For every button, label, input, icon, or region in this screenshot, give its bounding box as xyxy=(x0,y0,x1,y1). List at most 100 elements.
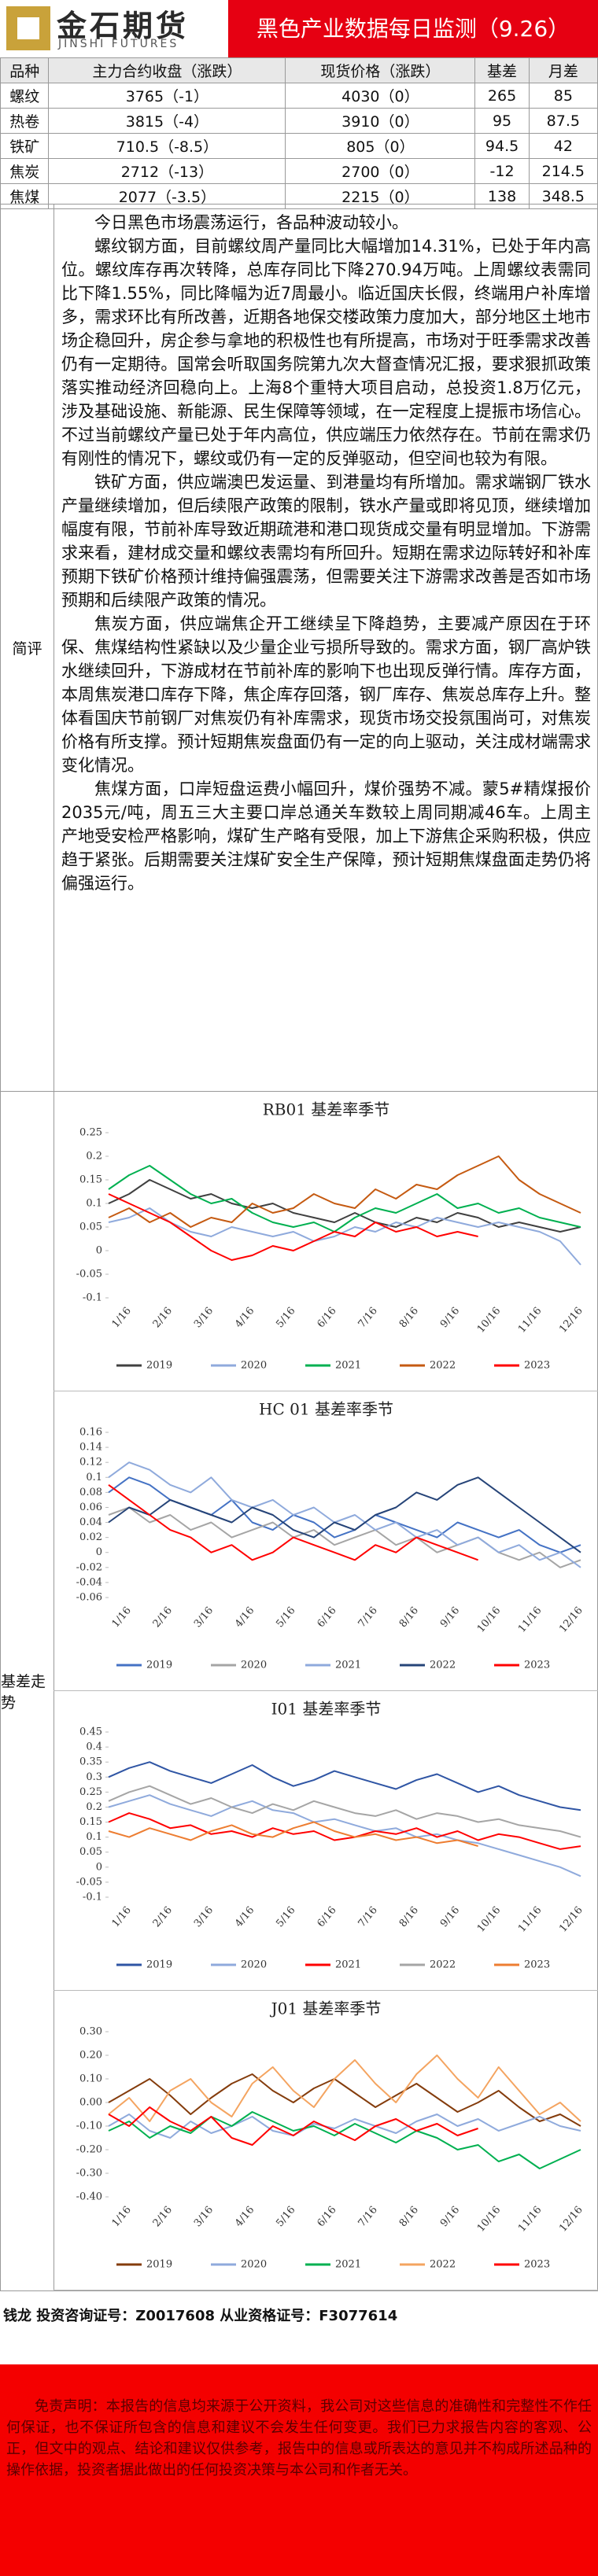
chart-title: HC 01 基差率季节 xyxy=(259,1400,393,1419)
table-row: 热卷 3815（-4） 3910（0） 95 87.5 xyxy=(0,108,598,134)
x-tick-label: 12/16 xyxy=(557,2204,585,2234)
paragraph: 今日黑色市场震荡运行，各品种波动较小。 xyxy=(94,213,408,232)
x-tick-label: 4/16 xyxy=(233,2204,257,2229)
chart-title: J01 基差率季节 xyxy=(270,1999,382,2018)
x-tick-label: 7/16 xyxy=(356,1305,380,1330)
chart: HC 01 基差率季节 -0.06 -0.04 -0.02 0 0.02 0.04 0.06 0… xyxy=(76,1400,585,1671)
table-row: 焦炭 2712（-13） 2700（0） -12 214.5 xyxy=(0,158,598,184)
x-tick-label: 10/16 xyxy=(475,2204,504,2234)
chart: J01 基差率季节 -0.40 -0.30 -0.20 -0.10 0.00 0.10 0.2… xyxy=(76,1999,585,2271)
y-tick-label: 0.14 xyxy=(79,1442,102,1454)
table-cell: 2215（0） xyxy=(285,183,476,209)
table-cell: 85 xyxy=(528,83,598,109)
series-line xyxy=(108,1761,581,1811)
table-cell: 3765（-1） xyxy=(48,83,286,109)
x-tick-label: 5/16 xyxy=(274,1904,297,1929)
y-tick-label: 0.05 xyxy=(79,1222,102,1233)
legend-label: 2019 xyxy=(146,1660,172,1671)
y-tick-label: 0.45 xyxy=(79,1727,102,1738)
x-tick-label: 5/16 xyxy=(274,1605,297,1630)
x-tick-label: 11/16 xyxy=(516,1305,544,1335)
table-row: 焦煤 2077（-3.5） 2215（0） 138 348.5 xyxy=(0,183,598,209)
legend-label: 2020 xyxy=(241,1360,267,1372)
y-tick-label: 0.2 xyxy=(86,1801,102,1813)
x-tick-label: 8/16 xyxy=(397,1904,421,1929)
series-line xyxy=(108,2055,581,2122)
x-tick-label: 11/16 xyxy=(516,2204,544,2234)
chart: RB01 基差率季节 -0.1 -0.05 0 0.05 0.1 0.15 0.2 0.25 1/… xyxy=(76,1100,585,1372)
y-tick-label: 0.1 xyxy=(86,1198,102,1210)
table-cell: 热卷 xyxy=(0,108,50,134)
x-tick-label: 6/16 xyxy=(315,1305,338,1330)
x-tick-label: 2/16 xyxy=(151,1904,175,1929)
x-tick-label: 1/16 xyxy=(110,2204,134,2229)
x-tick-label: 1/16 xyxy=(110,1605,134,1630)
legend-label: 2022 xyxy=(430,2259,456,2271)
table-cell: 805（0） xyxy=(285,133,476,159)
chart-panel: I01 基差率季节 -0.1 -0.05 0 0.05 0.1 0.15 0.2 0.25 0.3… xyxy=(54,1691,598,1991)
table-cell: 348.5 xyxy=(528,183,598,209)
y-tick-label: -0.1 xyxy=(83,1892,102,1903)
x-tick-label: 2/16 xyxy=(151,2204,175,2229)
series-line xyxy=(108,2113,581,2139)
x-tick-label: 8/16 xyxy=(397,1305,421,1330)
chart-panel: RB01 基差率季节 -0.1 -0.05 0 0.05 0.1 0.15 0.2 0.25 1/… xyxy=(54,1092,598,1391)
table-cell: 265 xyxy=(474,83,530,109)
y-tick-label: 0 xyxy=(96,1245,102,1257)
table-cell: -12 xyxy=(474,158,530,184)
column-header: 主力合约收盘（涨跌） xyxy=(48,57,286,83)
y-tick-label: 0 xyxy=(96,1546,102,1558)
legend-label: 2023 xyxy=(524,1360,550,1372)
x-tick-label: 8/16 xyxy=(397,2204,421,2229)
table-cell: 焦炭 xyxy=(0,158,50,184)
y-tick-label: 0.06 xyxy=(79,1502,102,1513)
x-tick-label: 12/16 xyxy=(557,1605,585,1634)
x-tick-label: 10/16 xyxy=(475,1305,504,1335)
chart: I01 基差率季节 -0.1 -0.05 0 0.05 0.1 0.15 0.2 0.25 0.3… xyxy=(76,1700,585,1971)
column-header: 品种 xyxy=(0,57,50,83)
y-tick-label: 0.05 xyxy=(79,1846,102,1858)
column-header: 现货价格（涨跌） xyxy=(285,57,476,83)
series-line xyxy=(108,1476,581,1553)
series-line xyxy=(108,1155,581,1228)
column-header: 月差 xyxy=(528,57,598,83)
x-tick-label: 5/16 xyxy=(274,1305,297,1330)
x-tick-label: 7/16 xyxy=(356,1904,380,1929)
y-tick-label: 0.30 xyxy=(79,2026,102,2038)
x-tick-label: 7/16 xyxy=(356,1605,380,1630)
x-tick-label: 1/16 xyxy=(110,1904,134,1929)
table-cell: 铁矿 xyxy=(0,133,50,159)
header: 金石期货 JINSHI FUTURES 黑色产业数据每日监测（9.26） xyxy=(0,0,598,57)
y-tick-label: 0.08 xyxy=(79,1487,102,1498)
table-header: 品种 主力合约收盘（涨跌） 现货价格（涨跌） 基差 月差 xyxy=(0,57,598,83)
x-tick-label: 6/16 xyxy=(315,1605,338,1630)
legend-label: 2019 xyxy=(146,2259,172,2271)
chart-column: RB01 基差率季节 -0.1 -0.05 0 0.05 0.1 0.15 0.2 0.25 1/… xyxy=(54,1092,598,2290)
y-tick-label: -0.06 xyxy=(76,1592,102,1604)
section-label: 简评 xyxy=(1,205,54,1091)
y-tick-label: -0.05 xyxy=(76,1876,102,1888)
y-tick-label: 0.3 xyxy=(86,1771,102,1783)
y-tick-label: -0.1 xyxy=(83,1292,102,1304)
y-tick-label: 0.25 xyxy=(79,1786,102,1798)
y-tick-label: 0.20 xyxy=(79,2050,102,2062)
commentary-section: 简评 今日黑色市场震荡运行，各品种波动较小。 螺纹钢方面，目前螺纹周产量同比大幅增… xyxy=(0,204,598,1092)
legend-label: 2020 xyxy=(241,2259,267,2271)
report-title: 黑色产业数据每日监测（9.26） xyxy=(228,0,598,57)
x-tick-label: 3/16 xyxy=(192,1305,216,1330)
y-tick-label: 0.15 xyxy=(79,1816,102,1828)
series-line xyxy=(108,1483,478,1561)
x-tick-label: 12/16 xyxy=(557,1305,585,1335)
logo-icon xyxy=(6,6,50,50)
legend-label: 2020 xyxy=(241,1660,267,1671)
legend-label: 2019 xyxy=(146,1959,172,1971)
table-body: 螺纹 3765（-1） 4030（0） 265 85 热卷 3815（-4） 3910（0） 9… xyxy=(0,83,598,209)
table-cell: 焦煤 xyxy=(0,183,50,209)
legend-label: 2023 xyxy=(524,1959,550,1971)
series-line xyxy=(108,1794,581,1878)
table-cell: 3815（-4） xyxy=(48,108,286,134)
column-header: 基差 xyxy=(474,57,530,83)
legend-label: 2021 xyxy=(335,1660,361,1671)
y-tick-label: 0.15 xyxy=(79,1174,102,1186)
y-tick-label: 0 xyxy=(96,1861,102,1873)
